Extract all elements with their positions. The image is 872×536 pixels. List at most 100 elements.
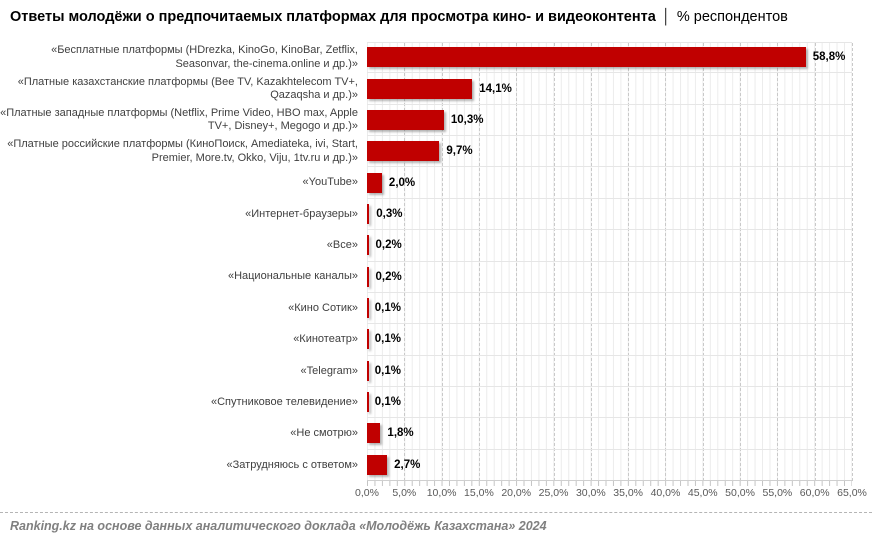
x-axis-tick-label: 50,0%	[725, 487, 755, 499]
plot-cell: 0,2%	[367, 230, 852, 262]
x-axis: 0,0% 5,0% 10,0% 15,0% 20,0% 25,0% 30,0% 35,0% 40…	[355, 481, 867, 503]
gridline-major	[740, 43, 742, 481]
x-axis-tick-label: 45,0%	[687, 487, 718, 499]
x-axis-tick-label: 10,0%	[426, 487, 457, 499]
gridline-major	[516, 43, 518, 481]
category-label: «Спутниковое телевидение»	[210, 395, 358, 408]
gridline-major	[665, 43, 667, 481]
chart-row: «Все» 0,2%	[0, 230, 852, 262]
x-axis-tick-label: 5,0%	[392, 487, 417, 499]
gridline-major	[852, 43, 853, 481]
chart-row: «Национальные каналы» 0,2%	[0, 262, 852, 293]
chart-row: «Спутниковое телевидение» 0,1%	[0, 387, 852, 419]
plot-cell: 0,1%	[367, 387, 852, 419]
plot-cell: 14,1%	[367, 73, 852, 105]
chart-row: «Платные казахстанские платформы (Bee TV…	[0, 73, 852, 105]
chart-row: «Интернет-браузеры» 0,3%	[0, 199, 852, 231]
category-label: «Кинотеатр»	[293, 333, 358, 346]
plot-cell: 9,7%	[367, 136, 852, 168]
gridline-major	[702, 43, 704, 481]
plot-cell: 10,3%	[367, 105, 852, 137]
x-axis-tick-label: 60,0%	[799, 487, 830, 499]
bar	[367, 235, 369, 256]
chart-row: «Telegram» 0,1%	[0, 356, 852, 387]
bar	[367, 392, 369, 413]
value-label: 0,2%	[375, 239, 402, 252]
bar	[367, 423, 381, 444]
value-label: 1,8%	[387, 427, 414, 440]
plot-cell: 0,3%	[367, 199, 852, 231]
x-axis-tick-label: 25,0%	[538, 487, 569, 499]
chart-row: «Платные российские платформы (КиноПоиск…	[0, 136, 852, 168]
plot-cell: 2,7%	[367, 450, 852, 482]
plot-cell: 1,8%	[367, 418, 852, 450]
category-label: «Не смотрю»	[290, 427, 358, 440]
bar	[367, 329, 369, 350]
plot-cell: 2,0%	[367, 167, 852, 199]
bar	[367, 109, 444, 130]
bar	[367, 454, 388, 475]
bar	[367, 47, 806, 68]
category-label: «Telegram»	[300, 364, 358, 377]
x-axis-tick-label: 35,0%	[613, 487, 644, 499]
page-title: Ответы молодёжи о предпочитаемых платфор…	[0, 0, 872, 42]
chart-row: «Затрудняюсь с ответом» 2,7%	[0, 450, 852, 482]
title-suffix: % респондентов	[676, 9, 788, 25]
value-label: 2,0%	[388, 176, 416, 189]
x-axis-tick-label: 30,0%	[575, 487, 606, 499]
plot-cell: 0,2%	[367, 262, 852, 293]
bar	[367, 266, 369, 287]
bar	[367, 78, 473, 99]
x-axis-tick-label: 65,0%	[837, 487, 867, 499]
value-label: 0,2%	[375, 270, 402, 283]
chart-row: «Бесплатные платформы (HDrezka, KinoGo, …	[0, 42, 852, 74]
value-label: 0,1%	[374, 333, 401, 346]
category-label: «Платные казахстанские платформы (Bee TV…	[17, 75, 358, 102]
category-label: «Платные российские платформы (КиноПоиск…	[7, 138, 358, 164]
value-label: 14,1%	[479, 82, 512, 95]
value-label: 2,7%	[394, 458, 421, 471]
chart-row: «Не смотрю» 1,8%	[0, 418, 852, 450]
category-label: «YouTube»	[302, 176, 358, 189]
bar	[367, 141, 440, 162]
plot-cell: 0,1%	[367, 356, 852, 387]
value-label: 0,3%	[376, 207, 403, 220]
gridline-major	[777, 43, 779, 481]
category-label: «Затрудняюсь с ответом»	[226, 458, 358, 471]
chart-row: «Кино Сотик» 0,1%	[0, 293, 852, 325]
chart-row: «Кинотеатр» 0,1%	[0, 324, 852, 356]
value-label: 0,1%	[374, 396, 401, 409]
gridline-major	[590, 43, 592, 481]
x-axis-tick-label: 0,0%	[355, 487, 379, 499]
value-label: 9,7%	[446, 145, 473, 158]
title-separator: │	[661, 9, 671, 25]
x-axis-tick-label: 55,0%	[762, 487, 793, 499]
chart-row: «Платные западные платформы (Netflix, Pr…	[0, 105, 852, 137]
gridline-major	[404, 43, 406, 481]
x-axis-tick-label: 15,0%	[464, 487, 494, 499]
gridline-major	[628, 43, 630, 481]
bar	[367, 172, 382, 193]
chart-row: «YouTube» 2,0%	[0, 167, 852, 199]
category-label: «Платные западные платформы (Netflix, Pr…	[0, 106, 358, 133]
plot-cell: 0,1%	[367, 293, 852, 325]
value-label: 0,1%	[374, 364, 401, 377]
category-label: «Бесплатные платформы (HDrezka, KinoGo, …	[51, 44, 358, 70]
x-axis-tick-label: 40,0%	[650, 487, 681, 499]
value-label: 0,1%	[374, 302, 401, 315]
footer-source: Ranking.kz на основе данных аналитическо…	[0, 512, 872, 533]
x-axis-tick-marks	[367, 481, 852, 486]
bar	[367, 203, 370, 224]
value-label: 58,8%	[812, 51, 846, 64]
plot-cell: 58,8%	[367, 42, 852, 74]
category-label: «Кино Сотик»	[288, 301, 358, 314]
bar	[367, 360, 369, 381]
gridline-major	[814, 43, 816, 481]
bar-chart: «Бесплатные платформы (HDrezka, KinoGo, …	[0, 42, 872, 482]
value-label: 10,3%	[450, 113, 484, 126]
category-label: «Интернет-браузеры»	[245, 207, 358, 220]
category-label: «Национальные каналы»	[227, 270, 358, 283]
title-main: Ответы молодёжи о предпочитаемых платфор…	[10, 9, 656, 25]
gridline-major	[478, 43, 480, 481]
